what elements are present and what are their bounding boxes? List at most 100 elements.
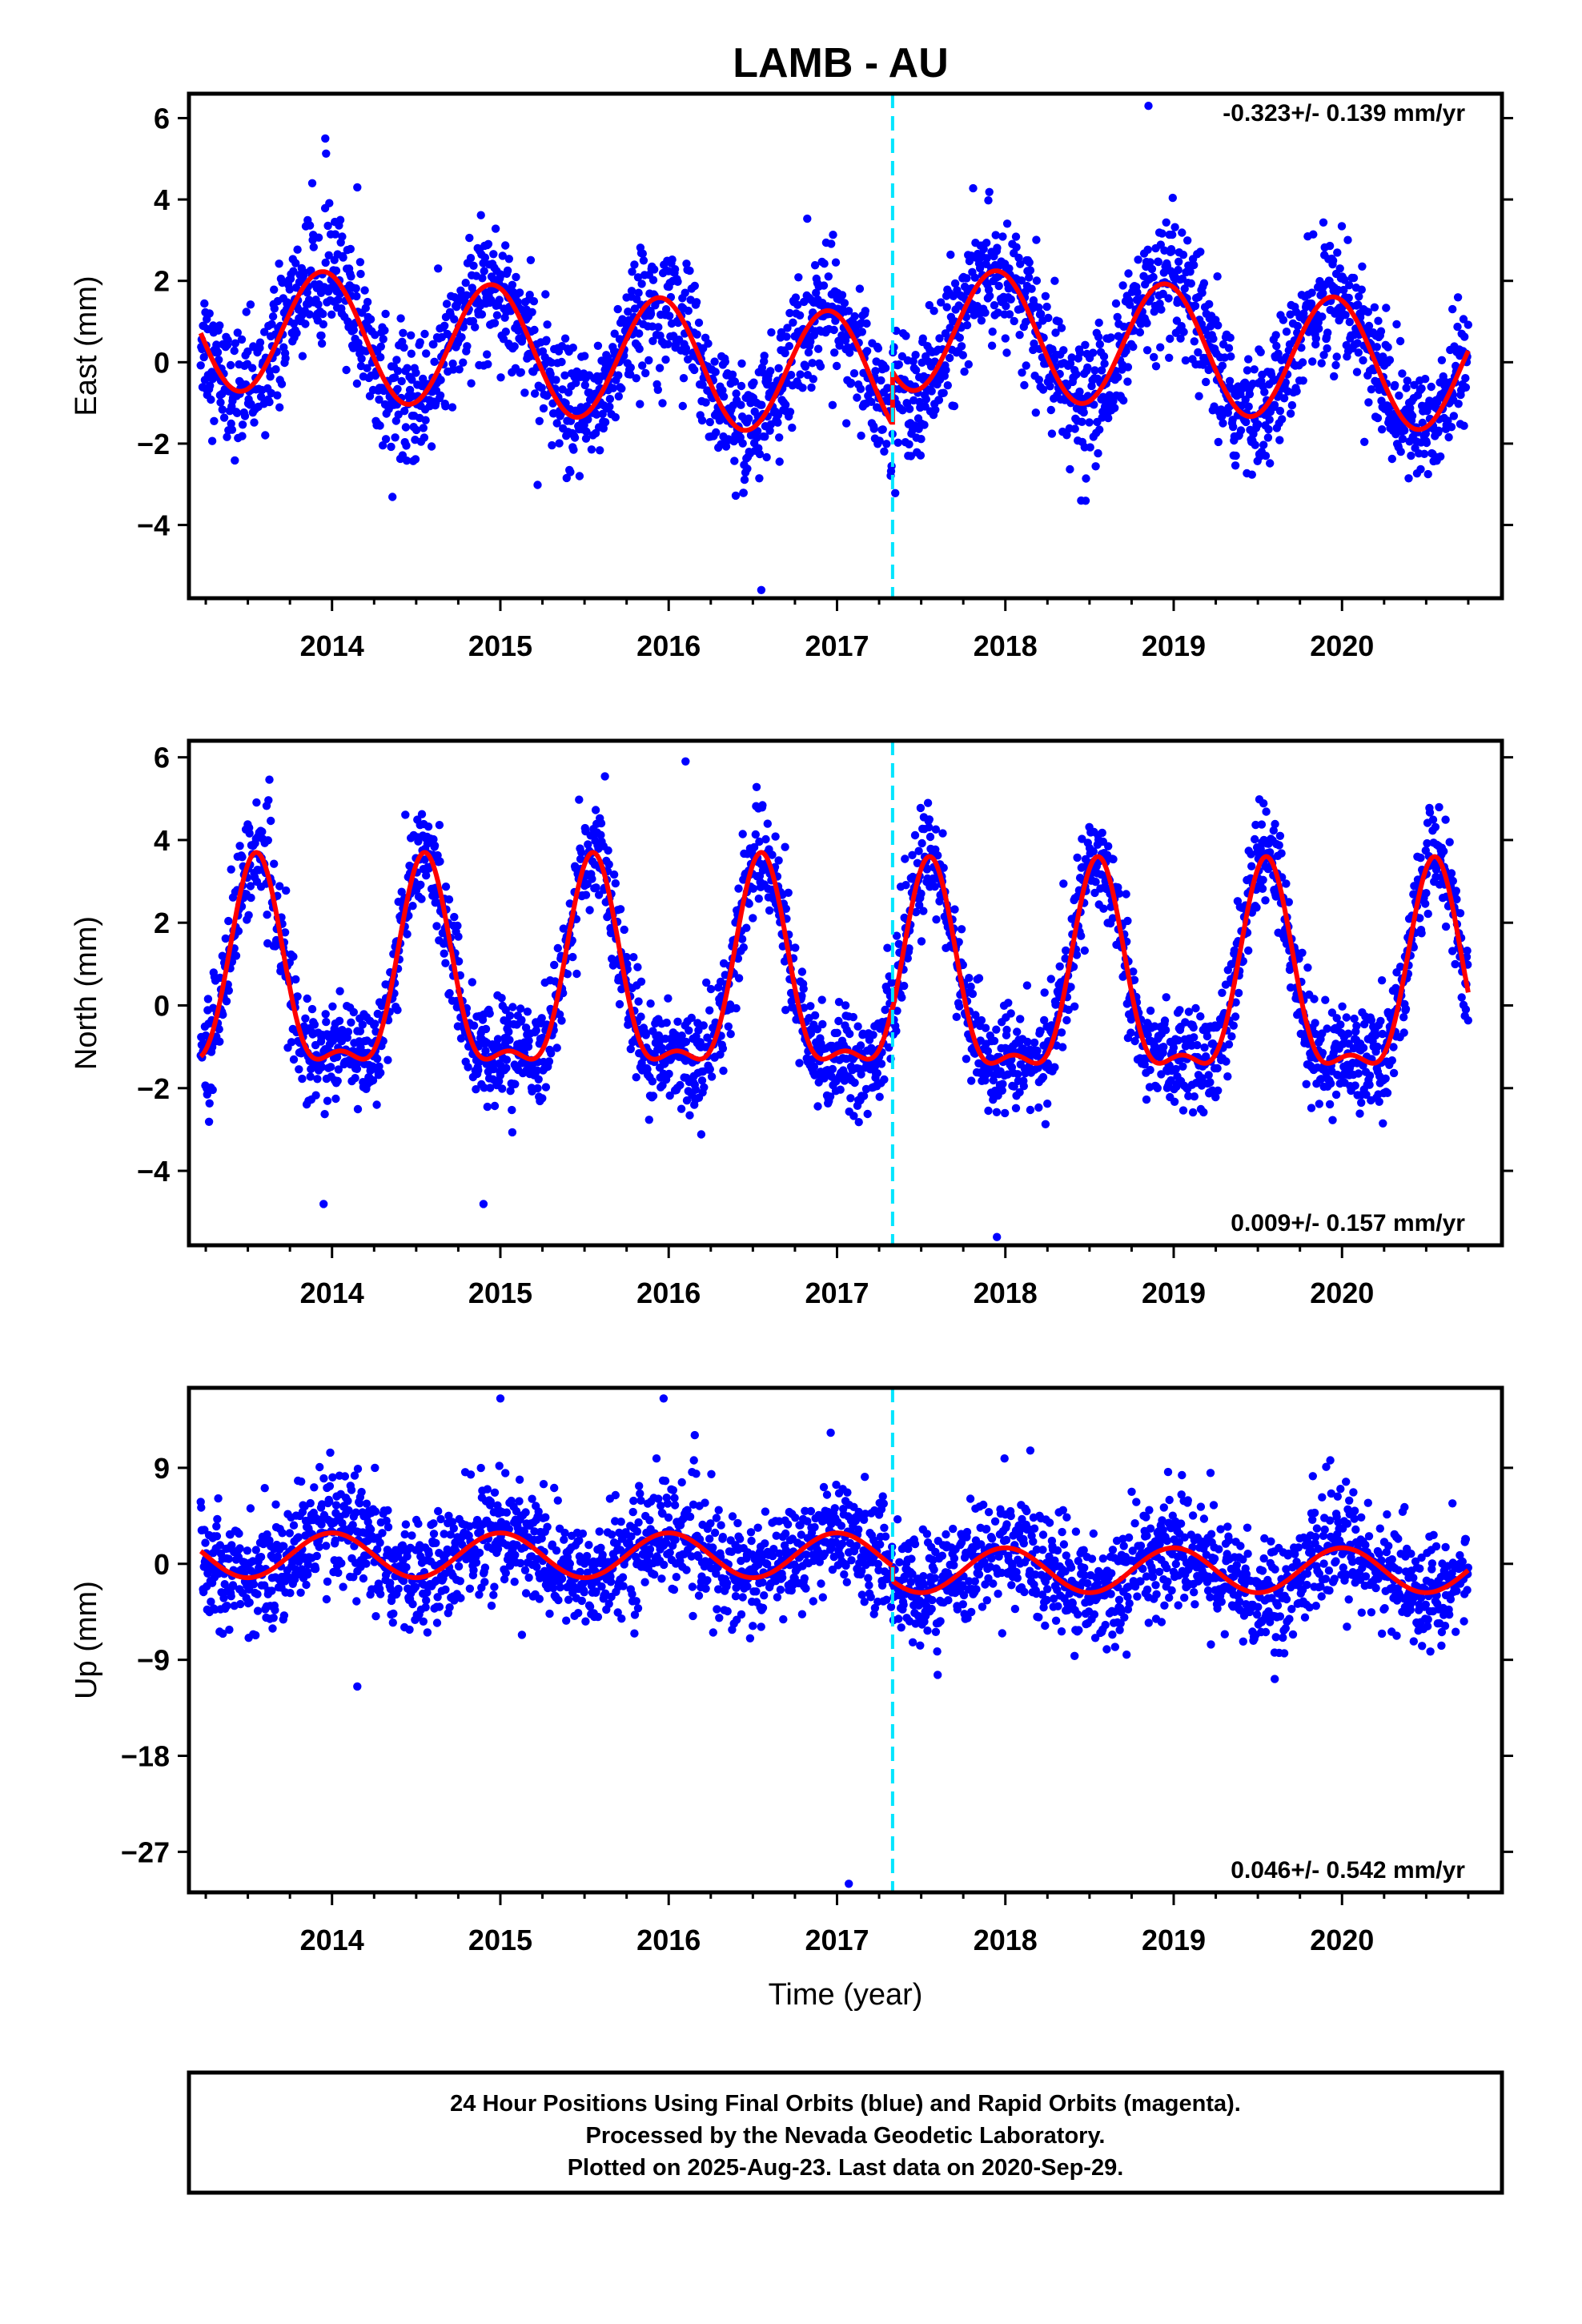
north-point <box>596 818 606 828</box>
north-point <box>1123 916 1132 926</box>
north-point <box>1089 847 1098 856</box>
east-point <box>407 349 416 358</box>
east-point <box>400 343 408 352</box>
north-point <box>841 1001 850 1010</box>
east-point <box>942 365 950 375</box>
east-point <box>788 423 797 432</box>
east-point <box>775 433 784 442</box>
east-point <box>1251 440 1260 449</box>
north-point <box>1318 1048 1327 1058</box>
east-point <box>356 269 365 279</box>
east-point <box>1304 328 1313 336</box>
east-point <box>1437 356 1447 364</box>
east-point <box>1022 361 1030 370</box>
east-point <box>376 352 385 362</box>
north-point <box>761 834 770 844</box>
north-point <box>749 842 759 852</box>
east-point <box>248 364 257 372</box>
north-point <box>931 825 941 834</box>
east-point <box>679 374 689 383</box>
north-point <box>892 931 901 940</box>
east-point <box>946 324 954 332</box>
north-point <box>246 882 255 891</box>
north-point <box>234 927 243 935</box>
east-point <box>1051 328 1060 337</box>
east-point <box>331 230 339 239</box>
east-point <box>1410 380 1419 389</box>
north-point <box>754 895 763 903</box>
north-point <box>245 829 254 838</box>
east-point <box>1256 348 1265 356</box>
east-point <box>246 300 255 309</box>
north-point <box>311 1091 320 1100</box>
north-point <box>224 916 233 926</box>
north-point <box>429 834 438 844</box>
east-point <box>856 384 865 393</box>
east-point <box>638 249 647 258</box>
north-point <box>992 1108 1002 1117</box>
north-point <box>849 1112 858 1120</box>
east-point <box>1002 348 1011 357</box>
east-point <box>508 280 517 289</box>
east-point <box>1011 232 1021 241</box>
east-point <box>1335 264 1344 273</box>
east-point <box>804 348 813 357</box>
north-point <box>1023 1037 1032 1047</box>
east-point <box>624 308 632 316</box>
north-point <box>833 1028 841 1038</box>
east-point <box>1081 340 1090 349</box>
east-point <box>346 244 355 254</box>
east-point <box>530 325 539 335</box>
north-point <box>306 1072 315 1081</box>
north-point <box>922 865 932 874</box>
east-point <box>223 336 232 344</box>
east-point <box>637 279 646 288</box>
north-point <box>845 1029 854 1039</box>
east-point <box>681 344 691 353</box>
east-point <box>845 348 854 357</box>
north-point <box>939 863 948 872</box>
north-point <box>203 1090 211 1099</box>
north-point <box>275 882 284 891</box>
east-point <box>1174 265 1182 275</box>
north-point <box>665 1069 673 1079</box>
north-point <box>280 928 290 937</box>
east-point <box>1244 355 1253 364</box>
east-point <box>1176 334 1185 343</box>
east-point <box>314 300 323 309</box>
north-point <box>1193 1040 1202 1050</box>
east-point <box>791 293 801 302</box>
east-point <box>718 386 727 395</box>
north-point <box>521 1023 531 1032</box>
east-point <box>387 442 396 452</box>
east-point <box>1095 425 1104 434</box>
east-point <box>552 419 561 428</box>
east-point <box>781 348 789 358</box>
north-point <box>322 1017 331 1027</box>
east-point <box>427 442 436 451</box>
north-point <box>505 1011 515 1020</box>
east-point <box>1062 431 1071 440</box>
east-point <box>1272 341 1281 351</box>
east-point <box>1122 347 1130 356</box>
east-point <box>1198 288 1207 297</box>
east-point <box>449 365 458 374</box>
north-point <box>205 1099 214 1108</box>
east-point <box>265 397 274 407</box>
east-point <box>1443 416 1452 425</box>
east-point <box>391 416 400 425</box>
east-point <box>504 255 513 263</box>
east-point <box>795 311 805 320</box>
north-point <box>1377 976 1387 985</box>
east-point <box>711 368 720 376</box>
north-point <box>252 798 261 807</box>
north-point <box>591 806 600 814</box>
east-point <box>275 259 283 268</box>
east-point <box>1328 256 1338 265</box>
east-point <box>483 350 492 359</box>
north-point <box>967 1076 976 1085</box>
east-point <box>1374 316 1383 325</box>
east-point <box>1353 339 1362 348</box>
north-point <box>227 865 235 874</box>
east-point <box>719 392 729 401</box>
